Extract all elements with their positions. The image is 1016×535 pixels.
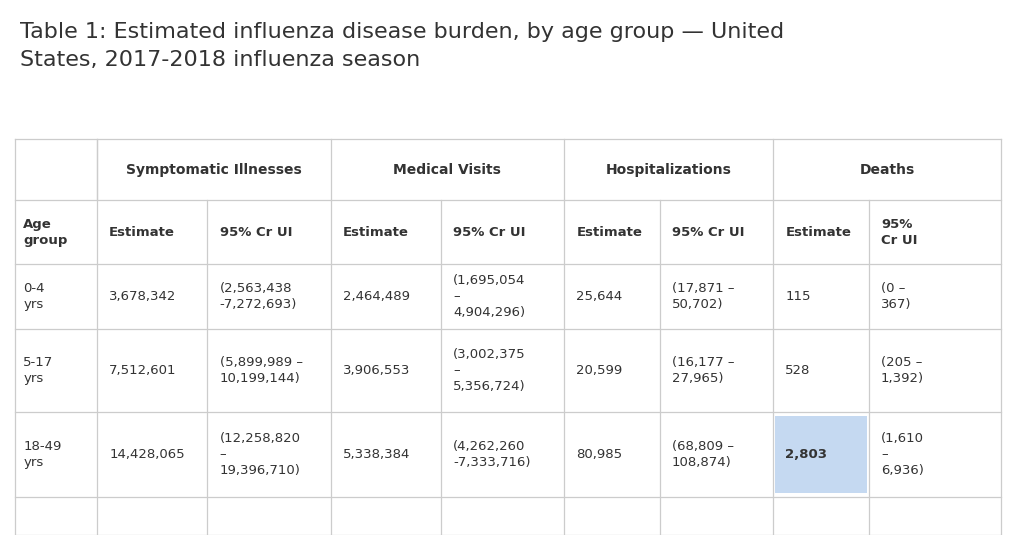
Text: 5,338,384: 5,338,384 xyxy=(342,448,410,461)
Text: 80,985: 80,985 xyxy=(576,448,623,461)
Text: 3,678,342: 3,678,342 xyxy=(110,290,177,303)
Text: (0 –
367): (0 – 367) xyxy=(881,282,911,311)
Text: 95%
Cr UI: 95% Cr UI xyxy=(881,218,917,247)
Bar xyxy=(775,416,867,493)
Text: (17,871 –
50,702): (17,871 – 50,702) xyxy=(672,282,735,311)
Text: (5,899,989 –
10,199,144): (5,899,989 – 10,199,144) xyxy=(219,356,303,385)
Text: Table 1: Estimated influenza disease burden, by age group — United
States, 2017-: Table 1: Estimated influenza disease bur… xyxy=(20,21,784,70)
Text: Estimate: Estimate xyxy=(785,226,851,239)
Text: (205 –
1,392): (205 – 1,392) xyxy=(881,356,924,385)
Text: 14,428,065: 14,428,065 xyxy=(110,448,185,461)
Text: Symptomatic Illnesses: Symptomatic Illnesses xyxy=(126,163,302,177)
Text: (68,809 –
108,874): (68,809 – 108,874) xyxy=(672,440,734,469)
Text: Estimate: Estimate xyxy=(342,226,408,239)
Text: (3,002,375
–
5,356,724): (3,002,375 – 5,356,724) xyxy=(453,348,526,393)
Text: Estimate: Estimate xyxy=(576,226,642,239)
Text: (12,258,820
–
19,396,710): (12,258,820 – 19,396,710) xyxy=(219,432,301,477)
Text: 25,644: 25,644 xyxy=(576,290,623,303)
Text: 2,803: 2,803 xyxy=(785,448,827,461)
Text: 95% Cr UI: 95% Cr UI xyxy=(672,226,745,239)
Text: (16,177 –
27,965): (16,177 – 27,965) xyxy=(672,356,735,385)
Text: 95% Cr UI: 95% Cr UI xyxy=(453,226,525,239)
Text: 528: 528 xyxy=(785,364,811,377)
Text: 5-17
yrs: 5-17 yrs xyxy=(23,356,54,385)
Text: 18-49
yrs: 18-49 yrs xyxy=(23,440,62,469)
Text: (4,262,260
-7,333,716): (4,262,260 -7,333,716) xyxy=(453,440,530,469)
Text: 7,512,601: 7,512,601 xyxy=(110,364,177,377)
Text: (2,563,438
-7,272,693): (2,563,438 -7,272,693) xyxy=(219,282,297,311)
Text: Hospitalizations: Hospitalizations xyxy=(606,163,732,177)
Text: 20,599: 20,599 xyxy=(576,364,623,377)
Text: Medical Visits: Medical Visits xyxy=(393,163,501,177)
Text: (1,610
–
6,936): (1,610 – 6,936) xyxy=(881,432,924,477)
Text: 2,464,489: 2,464,489 xyxy=(342,290,409,303)
Text: 95% Cr UI: 95% Cr UI xyxy=(219,226,293,239)
Text: Deaths: Deaths xyxy=(860,163,914,177)
Text: 3,906,553: 3,906,553 xyxy=(342,364,410,377)
Text: Age
group: Age group xyxy=(23,218,68,247)
Text: 0-4
yrs: 0-4 yrs xyxy=(23,282,45,311)
Text: Estimate: Estimate xyxy=(110,226,175,239)
Text: 115: 115 xyxy=(785,290,811,303)
Text: (1,695,054
–
4,904,296): (1,695,054 – 4,904,296) xyxy=(453,274,525,319)
